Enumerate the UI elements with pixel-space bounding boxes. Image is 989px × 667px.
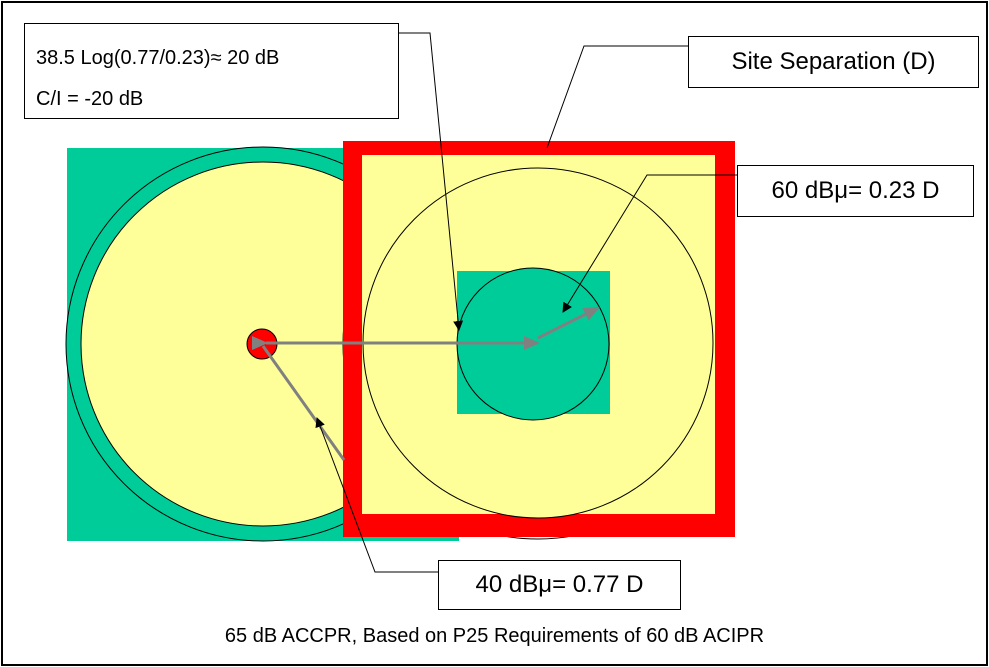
inner-radius-callout: 60 dBμ= 0.23 D — [737, 165, 974, 217]
formula-callout: 38.5 Log(0.77/0.23)≈ 20 dB C/I = -20 dB — [24, 23, 399, 119]
formula-line-1: 38.5 Log(0.77/0.23)≈ 20 dB — [36, 38, 398, 79]
site-separation-leader — [547, 46, 688, 148]
site-separation-callout: Site Separation (D) — [688, 36, 979, 88]
diagram-caption: 65 dB ACCPR, Based on P25 Requirements o… — [0, 625, 989, 648]
outer-radius-callout: 40 dBμ= 0.77 D — [438, 560, 681, 610]
formula-line-2: C/I = -20 dB — [36, 79, 398, 120]
